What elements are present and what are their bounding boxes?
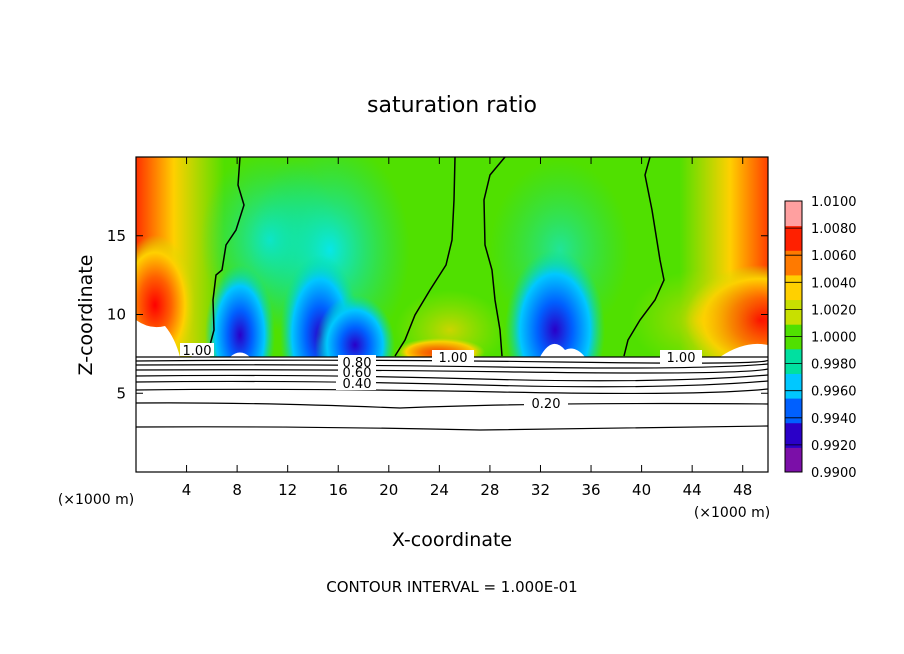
y-axis-ticks: 5 10 15	[107, 227, 768, 402]
y-tick-label: 10	[107, 306, 126, 324]
colorbar-swatch	[785, 225, 802, 251]
contour-labels: 1.00 1.00 1.00 0.80 0.60 0.40 0.20	[180, 343, 702, 412]
y-axis-label: Z-coordinate	[75, 255, 97, 376]
x-tick-label: 48	[733, 481, 752, 499]
colorbar-label: 1.0060	[811, 249, 857, 264]
colorbar-label: 0.9920	[811, 439, 857, 454]
colorbar-label: 1.0040	[811, 276, 857, 291]
colorbar-swatch	[785, 250, 802, 276]
colorbar-swatch	[785, 373, 802, 399]
contour-interval-note: CONTOUR INTERVAL = 1.000E-01	[326, 578, 577, 596]
y-tick-label: 15	[107, 227, 126, 245]
colorbar-swatch	[785, 348, 802, 374]
contour-line-9	[136, 374, 768, 382]
x-tick-label: 20	[379, 481, 398, 499]
x-tick-label: 8	[232, 481, 242, 499]
x-unit-label: (×1000 m)	[694, 505, 770, 521]
chart-title: saturation ratio	[367, 93, 537, 118]
colorbar-swatch	[785, 422, 802, 448]
contour-label: 0.40	[343, 377, 372, 392]
x-tick-label: 28	[480, 481, 499, 499]
contour-line-10	[136, 380, 768, 388]
contour-label: 1.00	[183, 344, 212, 359]
heatmap-field	[136, 157, 768, 472]
x-tick-label: 40	[632, 481, 651, 499]
contour-line-13	[136, 425, 768, 431]
colorbar-swatch	[785, 201, 802, 227]
colorbar-label: 0.9900	[811, 466, 857, 481]
x-tick-label: 12	[278, 481, 297, 499]
contour-line-8	[136, 368, 768, 374]
contour-line-3	[483, 157, 506, 357]
subsaturated-layer	[136, 357, 768, 472]
saturated-white-area-bottom	[190, 343, 768, 357]
contour-line-6	[136, 359, 768, 364]
x-tick-label: 16	[329, 481, 348, 499]
colorbar: 1.0100 1.0080 1.0060 1.0040 1.0020 1.0000 0.99…	[784, 195, 857, 481]
contour-label: 1.00	[439, 351, 468, 366]
colorbar-label: 1.0020	[811, 303, 857, 318]
x-tick-label: 24	[430, 481, 449, 499]
colorbar-swatch	[785, 398, 802, 424]
x-tick-label: 32	[531, 481, 550, 499]
y-tick-label: 5	[116, 384, 126, 402]
contour-line-11	[136, 388, 768, 395]
x-axis-ticks: 4 8 12 16 20 24 28 32 36 40 44 48	[182, 157, 752, 499]
saturated-white-area-left	[136, 320, 180, 357]
x-tick-label: 44	[683, 481, 702, 499]
z-unit-label: (×1000 m)	[58, 492, 134, 508]
colorbar-label: 1.0100	[811, 195, 857, 210]
colorbar-swatch	[785, 274, 802, 301]
colorbar-label: 0.9940	[811, 412, 857, 427]
colorbar-swatch	[785, 299, 802, 325]
contour-line-12	[136, 402, 768, 409]
warm-region-right	[630, 270, 768, 370]
x-axis-label: X-coordinate	[392, 529, 512, 551]
x-tick-label: 36	[581, 481, 600, 499]
colorbar-swatch	[785, 447, 802, 473]
contour-line-2	[394, 157, 456, 357]
contour-line-4	[623, 157, 665, 357]
colorbar-label: 1.0080	[811, 222, 857, 237]
contour-label: 1.00	[667, 351, 696, 366]
contour-label: 0.20	[532, 397, 561, 412]
contour-line-7	[136, 363, 768, 369]
colorbar-label: 0.9960	[811, 385, 857, 400]
x-tick-label: 4	[182, 481, 192, 499]
colorbar-label: 0.9980	[811, 358, 857, 373]
colorbar-label: 1.0000	[811, 331, 857, 346]
contour-line-1	[191, 157, 245, 353]
warm-region-center	[395, 290, 505, 370]
